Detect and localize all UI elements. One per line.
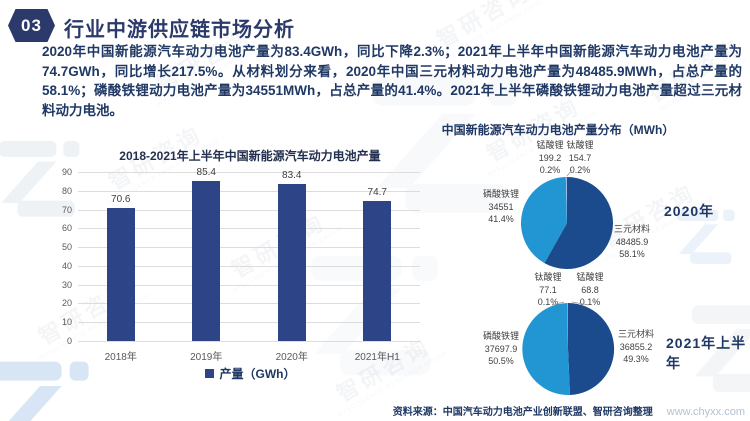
- pie-slice-三元材料: [568, 302, 615, 395]
- pie2020-label-sanyuan: 三元材料 48485.9 58.1%: [603, 223, 661, 261]
- page-title: 行业中游供应链市场分析: [64, 19, 295, 41]
- slice-pct: 0.2%: [539, 165, 561, 175]
- bar-2020年: [277, 184, 306, 341]
- bar-2021年H1: [363, 200, 392, 341]
- y-axis-tick: 80: [61, 185, 72, 196]
- bar-value-label: 85.4: [196, 166, 216, 178]
- slice-value: 34551: [488, 201, 514, 212]
- gridline: [78, 247, 420, 249]
- slice-value: 37697.9: [484, 343, 518, 354]
- bar-value-label: 74.7: [367, 186, 387, 198]
- legend-label: 产量（GWh）: [219, 367, 296, 381]
- body-paragraph: 2020年中国新能源汽车动力电池产量为83.4GWh，同比下降2.3%；2021…: [42, 44, 742, 118]
- pie-slice-锰酸锂: [565, 177, 567, 223]
- gridline: [78, 341, 420, 342]
- bar-chart-plot: 0 10 20 30 40 50 60 70 80 90 70.6 2018年 85.4 2019年 83.…: [60, 145, 440, 370]
- slice-name: 钛酸锂: [566, 140, 594, 150]
- pie2021-year-label: 2021年上半年: [666, 335, 747, 371]
- slice-pct: 50.5%: [488, 356, 514, 366]
- slice-name: 钛酸锂: [534, 272, 562, 282]
- pie-section-title: 中国新能源汽车动力电池产量分布（MWh）: [441, 123, 675, 137]
- y-axis-tick: 0: [66, 336, 72, 346]
- pie-slice-钛酸锂: [566, 176, 567, 223]
- slice-value: 36855.2: [619, 341, 653, 352]
- bar-chart-title: 2018-2021年上半年中国新能源汽车动力电池产量: [119, 149, 381, 163]
- y-axis-tick: 10: [61, 317, 72, 328]
- y-axis-tick: 50: [61, 242, 72, 253]
- slice-value: 199.2: [538, 152, 562, 163]
- website-link[interactable]: www.chyxx.com: [666, 406, 745, 418]
- logo-shape: [0, 140, 57, 157]
- slice-value: 154.7: [568, 152, 592, 163]
- logo-shape: [1, 161, 57, 203]
- slice-value: 77.1: [539, 284, 557, 295]
- x-axis-tick: 2018年: [104, 352, 137, 363]
- y-axis-tick: 20: [61, 298, 72, 309]
- bar-chart-legend: 产量（GWh）: [60, 365, 440, 382]
- bar-2019年: [192, 180, 221, 341]
- pie2021-label-taisuanli: 钛酸锂 77.1 0.1%: [525, 271, 571, 309]
- logo-shape: [691, 305, 750, 324]
- slice-value: 48485.9: [615, 236, 649, 247]
- logo-shape: [712, 373, 750, 393]
- bar-value-label: 70.6: [111, 194, 131, 206]
- logo-shape: [690, 252, 732, 264]
- y-axis-tick: 40: [61, 260, 72, 271]
- slice-name: 三元材料: [617, 329, 654, 339]
- section-number-badge: 03: [8, 9, 55, 42]
- slice-pct: 41.4%: [488, 214, 514, 224]
- pie2021-label-sanyuan: 三元材料 36855.2 49.3%: [607, 328, 665, 366]
- slice-pct: 49.3%: [623, 354, 649, 364]
- pie-chart-2020: [520, 176, 613, 269]
- pie2020-label-linsuantieli: 磷酸铁锂 34551 41.4%: [472, 188, 530, 226]
- gridline: [78, 228, 420, 230]
- logo-shape: [0, 361, 62, 381]
- pie2020-year-label: 2020年: [664, 203, 715, 219]
- gridline: [78, 322, 420, 324]
- bar-2018年: [106, 208, 135, 341]
- y-axis-tick: 90: [61, 167, 72, 177]
- legend-swatch: [204, 369, 214, 378]
- pie-slice-磷酸铁锂: [522, 303, 571, 395]
- bar-value-label: 83.4: [282, 170, 302, 182]
- pie2020-label-mengsuanli: 锰酸锂 199.2 0.2%: [527, 139, 573, 177]
- slice-name: 锰酸锂: [536, 140, 564, 150]
- y-axis-tick: 30: [61, 279, 72, 290]
- slice-pct: 0.1%: [537, 297, 559, 307]
- slice-value: 68.8: [581, 284, 599, 295]
- pie-chart-2021: [522, 302, 615, 395]
- section-number: 03: [21, 15, 42, 35]
- x-axis-tick: 2021年H1: [354, 352, 400, 363]
- x-axis-tick: 2019年: [190, 352, 223, 363]
- pie2021-label-mengsuanli: 锰酸锂 68.8 0.1%: [567, 271, 613, 309]
- gridline: [78, 303, 420, 305]
- footer: 资料来源：中国汽车动力电池产业创新联盟、智研咨询整理 www.chyxx.com: [300, 403, 745, 418]
- slice-name: 三元材料: [613, 224, 650, 234]
- logo-shape: [8, 385, 62, 421]
- slice-name: 锰酸锂: [576, 272, 604, 282]
- gridline: [78, 209, 420, 211]
- gridline: [78, 190, 420, 192]
- y-axis-tick: 60: [61, 223, 72, 234]
- slice-pct: 0.1%: [579, 297, 601, 307]
- slice-pct: 58.1%: [619, 249, 645, 259]
- logo-shape: [723, 209, 735, 222]
- x-axis-tick: 2020年: [275, 352, 308, 363]
- slice-name: 磷酸铁锂: [482, 189, 519, 199]
- slice-pct: 0.2%: [569, 165, 591, 175]
- gridline: [78, 284, 420, 286]
- pie2020-label-taisuanli: 钛酸锂 154.7 0.2%: [557, 139, 603, 177]
- pie-slice-钛酸锂: [567, 302, 568, 349]
- y-axis-tick: 70: [61, 204, 72, 215]
- gridline: [78, 265, 420, 267]
- pie2021-label-linsuantieli: 磷酸铁锂 37697.9 50.5%: [472, 330, 530, 368]
- slice-name: 磷酸铁锂: [482, 331, 519, 341]
- gridline: [78, 172, 420, 173]
- source-note: 资料来源：中国汽车动力电池产业创新联盟、智研咨询整理: [392, 407, 653, 418]
- logo-shape: [678, 224, 719, 255]
- pie-slice-磷酸铁锂: [520, 177, 567, 264]
- pie-slice-三元材料: [544, 177, 613, 269]
